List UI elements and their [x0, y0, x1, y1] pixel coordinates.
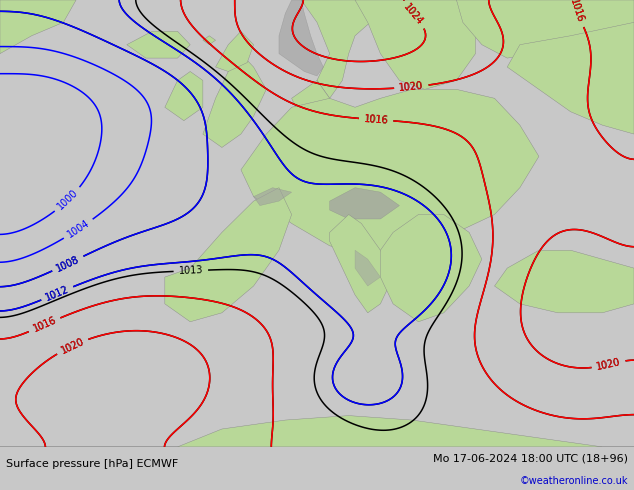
- Polygon shape: [495, 250, 634, 313]
- Polygon shape: [330, 188, 399, 219]
- Text: 1024: 1024: [402, 2, 425, 27]
- Polygon shape: [216, 31, 254, 72]
- Polygon shape: [127, 31, 190, 58]
- Polygon shape: [165, 188, 292, 322]
- Polygon shape: [355, 250, 380, 286]
- Text: 1008: 1008: [55, 254, 81, 273]
- Text: 1016: 1016: [568, 0, 585, 24]
- Polygon shape: [330, 215, 393, 313]
- Polygon shape: [0, 416, 634, 447]
- Polygon shape: [165, 72, 203, 121]
- Polygon shape: [380, 215, 482, 322]
- Polygon shape: [301, 0, 406, 98]
- Text: 1012: 1012: [44, 284, 70, 303]
- Text: 1000: 1000: [56, 188, 80, 212]
- Polygon shape: [0, 0, 76, 53]
- Polygon shape: [507, 23, 634, 134]
- Polygon shape: [279, 0, 323, 76]
- Text: 1020: 1020: [595, 357, 622, 372]
- Polygon shape: [241, 89, 539, 255]
- Polygon shape: [254, 188, 292, 206]
- Polygon shape: [355, 0, 476, 89]
- Polygon shape: [203, 36, 216, 45]
- Text: ©weatheronline.co.uk: ©weatheronline.co.uk: [519, 475, 628, 486]
- Text: Mo 17-06-2024 18:00 UTC (18+96): Mo 17-06-2024 18:00 UTC (18+96): [432, 454, 628, 464]
- Text: 1020: 1020: [399, 81, 424, 93]
- Text: 1020: 1020: [399, 81, 424, 93]
- Text: 1016: 1016: [363, 114, 389, 125]
- Text: 1016: 1016: [31, 315, 58, 334]
- Text: 1020: 1020: [59, 336, 86, 356]
- Text: 1016: 1016: [31, 315, 58, 334]
- Polygon shape: [203, 53, 266, 147]
- Polygon shape: [456, 0, 634, 58]
- Text: Surface pressure [hPa] ECMWF: Surface pressure [hPa] ECMWF: [6, 459, 179, 469]
- Text: 1012: 1012: [44, 284, 70, 303]
- Text: 1024: 1024: [402, 2, 425, 27]
- Text: 1008: 1008: [55, 254, 81, 273]
- Text: 1020: 1020: [595, 357, 622, 372]
- Text: 1004: 1004: [65, 218, 91, 240]
- Polygon shape: [292, 80, 330, 112]
- Text: 1013: 1013: [178, 265, 204, 276]
- Text: 1020: 1020: [59, 336, 86, 356]
- Text: 1016: 1016: [363, 114, 389, 125]
- Text: 1016: 1016: [568, 0, 585, 24]
